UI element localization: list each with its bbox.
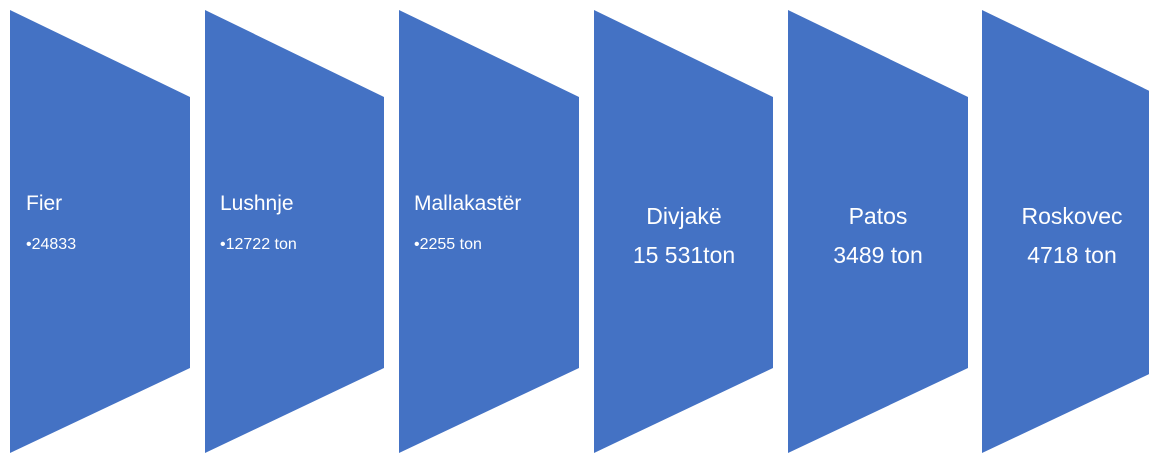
step-shape xyxy=(594,10,773,453)
step-label: Roskovec xyxy=(1021,203,1123,229)
step-value: 2255 ton xyxy=(414,236,482,254)
step-shape xyxy=(399,10,579,453)
step-value: 4718 ton xyxy=(1027,242,1117,268)
step-label: Divjakë xyxy=(646,203,722,229)
step-shape xyxy=(10,10,190,453)
step-shape xyxy=(788,10,968,453)
step-label: Fier xyxy=(26,192,63,215)
step-label: Patos xyxy=(848,203,908,229)
step-value: 3489 ton xyxy=(833,242,923,268)
step-value: 12722 ton xyxy=(220,236,297,254)
step-shape xyxy=(205,10,384,453)
step-value: 15 531ton xyxy=(632,242,736,268)
step-label: Lushnje xyxy=(220,192,294,215)
step-value: 24833 xyxy=(26,236,77,254)
step-shape xyxy=(982,10,1149,453)
step-label: Mallakastër xyxy=(414,192,522,215)
